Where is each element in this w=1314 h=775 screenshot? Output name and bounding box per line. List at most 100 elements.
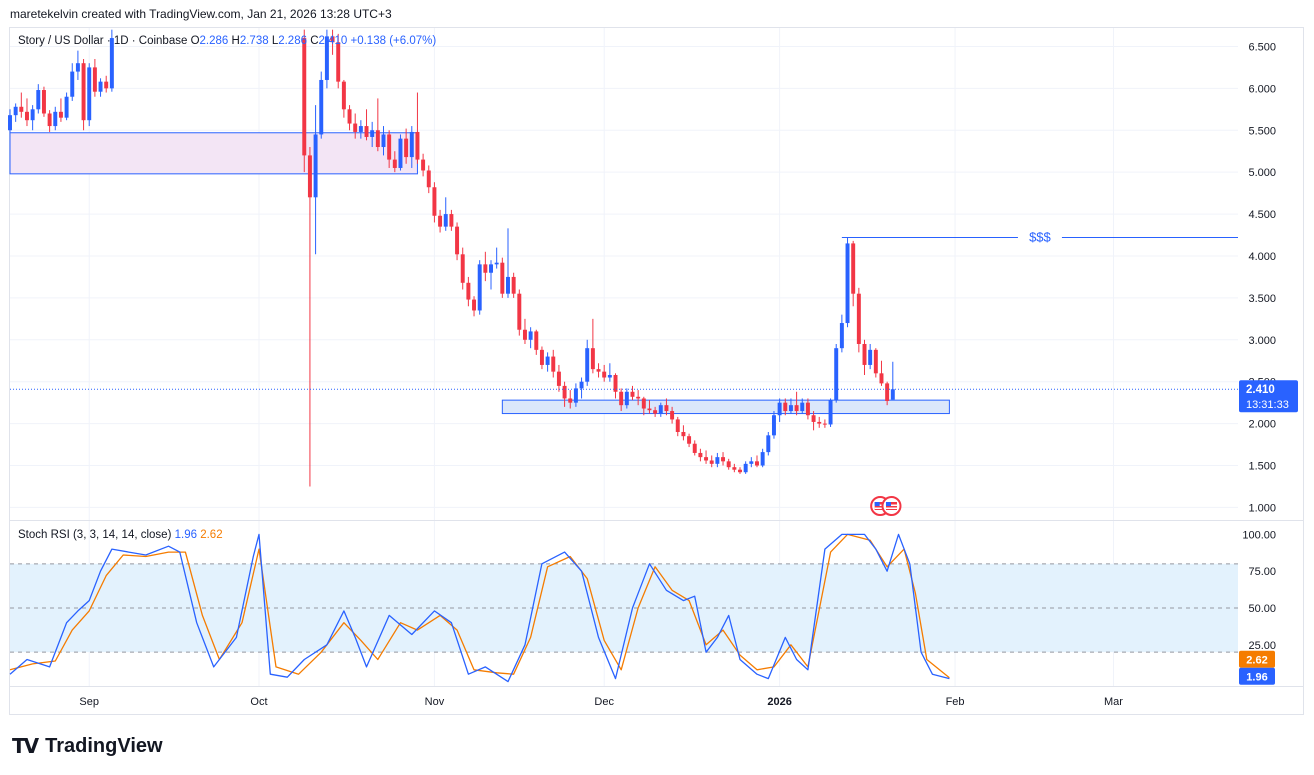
stoch-tick-label: 75.00 [1248,566,1276,578]
candle-body [30,109,35,121]
candle-body [692,443,697,453]
candle-body [743,463,748,473]
candle-body [494,262,499,265]
candle-body [392,159,397,168]
candle-body [36,90,41,110]
candle-body [13,106,18,116]
candle-body [387,134,392,160]
candle-body [777,402,782,416]
time-tick-label: Sep [79,696,99,708]
flag-stripe-white [874,504,886,506]
price-tick-label: 6.000 [1248,83,1276,95]
resistance-zone [9,132,418,175]
stoch-tick-label: 50.00 [1248,603,1276,615]
price-tick-label: 5.500 [1248,125,1276,137]
stoch-tick-label: 100.00 [1242,529,1276,541]
candle-body [624,391,629,406]
candle-body [398,138,403,168]
candle-body [834,348,839,401]
candle-body [551,356,556,372]
candle-body [92,67,97,92]
us-flag-event-icon[interactable] [881,496,902,516]
candle-body [358,126,363,132]
oscillator-title: Stoch RSI (3, 3, 14, 14, close) [18,529,172,541]
flag-stripe-white [885,504,897,506]
candle-body [421,159,426,171]
candle-body [738,469,742,473]
stoch-band [10,563,1238,653]
candle-body [641,398,646,409]
candle-body [715,457,720,464]
symbol-title: Story / US Dollar · 1D · Coinbase [18,35,188,47]
flag-stripe-white [885,507,897,509]
candle-body [517,293,522,330]
candle-body [573,388,578,403]
tradingview-brand[interactable]: TV TradingView [12,734,163,758]
candle-body [647,408,652,411]
candle-body [732,467,737,470]
candle-body [353,123,358,132]
candle-body [534,331,539,350]
stoch-d-value: 2.62 [200,529,223,541]
price-tick-label: 3.000 [1248,335,1276,347]
candle-body [75,63,80,72]
candle-body [477,264,482,311]
stoch-d-line [9,533,950,679]
price-zones [9,132,950,415]
candle-body [590,348,595,370]
candle-body [347,109,352,124]
last-price-badge-countdown: 13:31:33 [1246,399,1289,411]
candle-body [511,276,516,294]
candle-body [562,385,567,399]
candle-body [755,461,759,466]
candle-body [749,461,754,464]
candle-body [636,396,641,399]
candle-body [851,243,856,294]
candle-body [426,170,431,188]
candle-body [879,373,884,384]
candle-body [664,405,669,412]
candle-body [24,111,29,121]
low-value: 2.286 [278,35,307,47]
candle-body [760,452,765,466]
candle-body [556,371,561,386]
candle-body [845,243,850,324]
candle-body [404,138,409,158]
tradingview-logo-icon: TV [12,734,39,758]
oscillator-pane: 100.00 75.00 50.00 25.00 [9,529,1276,683]
candle-body [862,343,867,365]
candle-body [596,369,601,372]
candle-body [381,134,386,148]
candle-body [839,323,844,349]
candle-body [613,374,618,392]
candle-body [873,349,878,374]
candle-body [528,331,533,340]
axis-badges: 2.410 13:31:33 2.62 1.96 [1239,380,1298,685]
stoch-k-badge [1239,667,1275,685]
candle-body [438,215,443,227]
last-price-badge-value: 2.410 [1246,384,1275,396]
candle-body [87,67,92,121]
price-tick-label: 1.000 [1248,502,1276,514]
level-line-group: $$$ [841,230,1238,245]
candle-body [766,435,771,453]
candle-body [800,402,805,412]
candle-body [579,381,584,389]
candle-body [443,214,448,227]
candle-body [653,410,658,414]
candle-body [472,299,477,311]
candle-body [109,38,114,89]
support-zone [501,399,950,415]
candle-body [805,402,810,416]
time-tick-label: Nov [425,696,445,708]
last-price-badge [1239,380,1298,413]
time-tick-label: Feb [946,696,965,708]
candle-body [856,293,861,344]
stoch-d-badge [1239,650,1275,668]
flag-stripe-white [874,507,886,509]
candle-body [415,131,420,160]
candle-body [449,214,454,227]
candle-body [98,81,103,92]
candle-body [868,349,873,365]
